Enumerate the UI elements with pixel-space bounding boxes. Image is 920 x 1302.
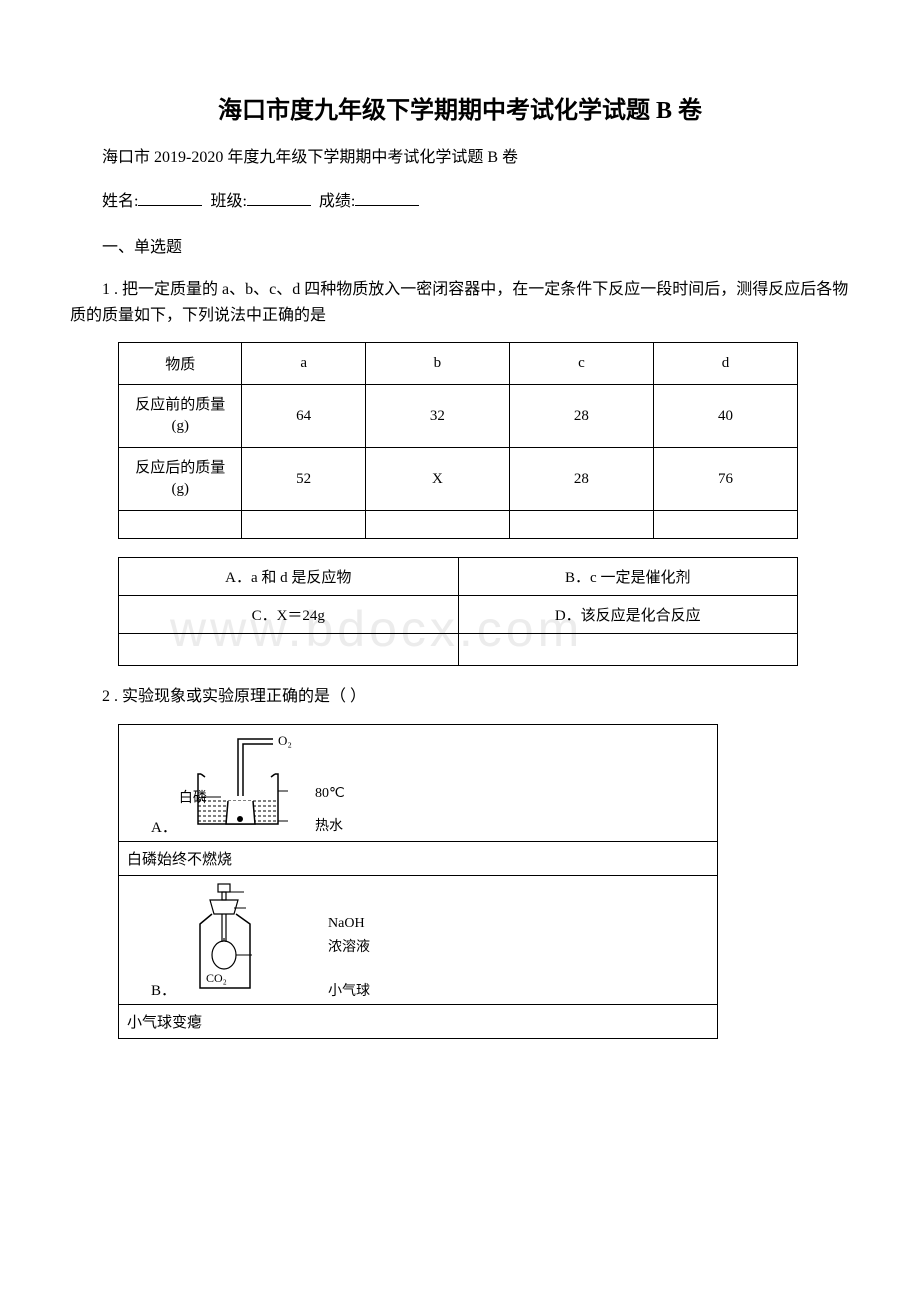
table-cell: 28	[509, 448, 653, 511]
question-1-data-table: 物质 a b c d 反应前的质量 (g) 64 32 28 40 反应后的质量…	[118, 342, 798, 539]
table-cell: 52	[242, 448, 365, 511]
option-a-letter: A．	[151, 820, 177, 836]
table-cell	[242, 511, 365, 539]
subtitle: 海口市 2019-2020 年度九年级下学期期中考试化学试题 B 卷	[70, 143, 850, 167]
question-1-options-table: A．a 和 d 是反应物 B．c 一定是催化剂 C．X＝24g D．该反应是化合…	[118, 557, 798, 666]
table-row-label: 反应前的质量 (g)	[119, 385, 242, 448]
table-row: A．a 和 d 是反应物 B．c 一定是催化剂	[119, 558, 798, 596]
table-cell: 28	[509, 385, 653, 448]
table-row: 反应后的质量 (g) 52 X 28 76	[119, 448, 798, 511]
table-row	[119, 511, 798, 539]
section-heading: 一、单选题	[70, 233, 850, 257]
concentrated-label: 浓溶液	[328, 936, 370, 956]
table-cell: 64	[242, 385, 365, 448]
name-label: 姓名:	[102, 193, 138, 210]
table-row-label: 反应后的质量 (g)	[119, 448, 242, 511]
naoh-label: NaOH	[328, 916, 370, 932]
class-blank	[247, 190, 311, 206]
student-info-line: 姓名: 班级: 成绩:	[70, 187, 850, 211]
table-cell	[458, 634, 798, 666]
table-cell	[119, 511, 242, 539]
question-2-experiment-table: A． O₂	[118, 724, 718, 1039]
table-row: 物质 a b c d	[119, 343, 798, 385]
option-a: A．a 和 d 是反应物	[119, 558, 459, 596]
table-row: B．	[119, 875, 718, 1004]
table-cell: X	[365, 448, 509, 511]
table-cell	[509, 511, 653, 539]
beaker-diagram-icon: O₂	[183, 729, 333, 837]
option-d: D．该反应是化合反应	[458, 596, 798, 634]
option-c: C．X＝24g	[119, 596, 459, 634]
table-cell: 32	[365, 385, 509, 448]
option-b-diagram-cell: B．	[119, 875, 718, 1004]
page-title: 海口市度九年级下学期期中考试化学试题 B 卷	[70, 90, 850, 125]
table-cell	[365, 511, 509, 539]
co2-label: CO₂	[206, 971, 227, 985]
question-1-text: 1 . 把一定质量的 a、b、c、d 四种物质放入一密闭容器中，在一定条件下反应…	[70, 277, 850, 328]
question-2-text: 2 . 实验现象或实验原理正确的是（ ）	[70, 684, 850, 710]
score-blank	[355, 190, 419, 206]
table-row: 白磷始终不燃烧	[119, 841, 718, 875]
table-header-cell: 物质	[119, 343, 242, 385]
table-header-cell: b	[365, 343, 509, 385]
table-header-cell: d	[653, 343, 797, 385]
table-cell	[653, 511, 797, 539]
score-label: 成绩:	[319, 193, 355, 210]
table-row	[119, 634, 798, 666]
option-a-diagram-cell: A． O₂	[119, 724, 718, 841]
class-label: 班级:	[210, 193, 246, 210]
o2-label: O₂	[278, 733, 292, 748]
bottle-diagram-icon: CO₂	[182, 880, 322, 1000]
table-header-cell: c	[509, 343, 653, 385]
table-cell: 76	[653, 448, 797, 511]
balloon-label: 小气球	[328, 980, 370, 1000]
option-b-letter: B．	[151, 983, 176, 999]
option-b-description: 小气球变瘪	[119, 1004, 718, 1038]
option-a-description: 白磷始终不燃烧	[119, 841, 718, 875]
table-cell	[119, 634, 459, 666]
name-blank	[138, 190, 202, 206]
table-cell: 40	[653, 385, 797, 448]
option-b: B．c 一定是催化剂	[458, 558, 798, 596]
table-header-cell: a	[242, 343, 365, 385]
table-row: 小气球变瘪	[119, 1004, 718, 1038]
table-row: A． O₂	[119, 724, 718, 841]
hot-water-label: 热水	[315, 815, 343, 835]
table-row: 反应前的质量 (g) 64 32 28 40	[119, 385, 798, 448]
temp-label: 80℃	[315, 785, 345, 802]
table-row: C．X＝24g D．该反应是化合反应	[119, 596, 798, 634]
